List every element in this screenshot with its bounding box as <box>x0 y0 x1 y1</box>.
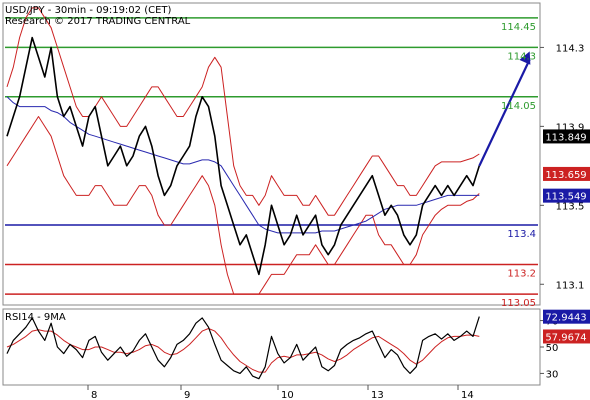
price-panel-frame <box>2 2 541 306</box>
price-badge-label-0: 113.849 <box>545 132 586 143</box>
rsi-line <box>6 316 480 380</box>
price-y-tick-label-2: 113.9 <box>556 122 585 133</box>
price-badge-0 <box>543 129 590 144</box>
rsi-badge-label-0: 72.9443 <box>545 313 586 324</box>
level-label-4: 113.2 <box>507 269 536 280</box>
support-resistance-levels <box>5 17 538 295</box>
x-tick-label-1: 9 <box>184 390 190 400</box>
price-series <box>6 36 481 276</box>
rsi-series <box>6 316 480 380</box>
price-badge-label-2: 113.549 <box>545 192 586 203</box>
bollinger-upper-line <box>6 7 480 216</box>
chart-header-symbol: USD/JPY - 30min - 09:19:02 (CET) <box>5 5 172 16</box>
level-label-3: 113.4 <box>507 229 536 240</box>
price-badge-1 <box>543 166 590 181</box>
x-axis: 8 9 10 13 14 <box>87 385 474 400</box>
rsi-y-tick-label-1: 50 <box>546 343 559 354</box>
forecast-arrowhead <box>519 51 531 65</box>
x-tick-label-0: 8 <box>91 390 97 400</box>
level-label-2: 114.05 <box>501 101 536 112</box>
x-tick-label-2: 10 <box>281 390 294 400</box>
price-y-tick-label-3: 114.3 <box>556 43 585 54</box>
rsi-badge-label-1: 57.9674 <box>545 332 586 343</box>
level-label-1: 114.3 <box>507 51 536 62</box>
rsi-panel-title: RSI14 - 9MA <box>5 312 66 323</box>
forecast-line <box>478 58 531 167</box>
price-badge-2 <box>543 188 590 203</box>
price-badges: 113.849 113.659 113.549 <box>543 129 590 203</box>
rsi-badges: 72.9443 57.9674 <box>543 309 590 344</box>
rsi-y-tick-label-0: 30 <box>546 369 559 380</box>
bollinger-lower-line <box>6 116 480 295</box>
price-y-tick-label-1: 113.5 <box>556 201 585 212</box>
level-label-5: 113.05 <box>501 298 536 309</box>
x-tick-label-3: 13 <box>371 390 384 400</box>
chart-header-research: Research © 2017 TRADING CENTRAL <box>5 16 191 27</box>
price-badge-label-1: 113.659 <box>545 170 586 181</box>
x-tick-label-4: 14 <box>461 390 474 400</box>
price-y-axis: 113.1 113.5 113.9 114.3 <box>540 43 584 291</box>
level-labels: 114.45 114.3 114.05 113.4 113.2 113.05 <box>501 22 536 309</box>
price-y-tick-label-0: 113.1 <box>556 280 585 291</box>
forecast-arrow <box>478 51 531 167</box>
level-label-0: 114.45 <box>501 22 536 33</box>
rsi-badge-1 <box>543 329 590 344</box>
price-line <box>6 36 481 276</box>
bollinger-bands <box>6 7 480 295</box>
rsi-badge-0 <box>543 309 590 324</box>
